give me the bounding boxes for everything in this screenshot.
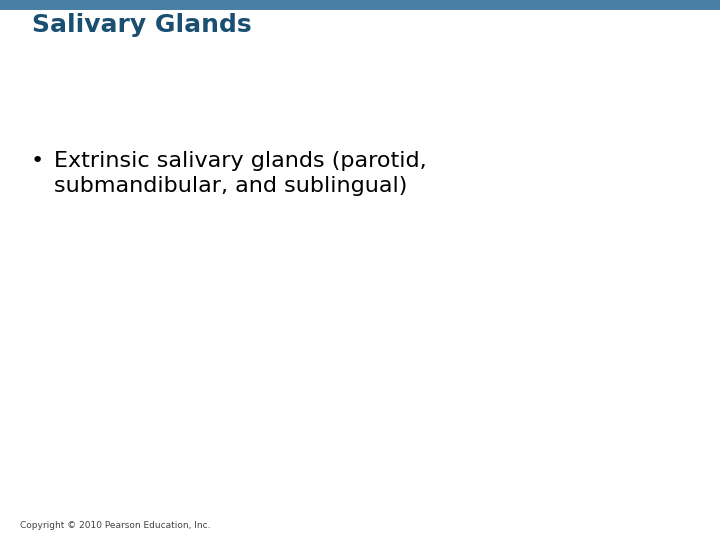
Text: Copyright © 2010 Pearson Education, Inc.: Copyright © 2010 Pearson Education, Inc. bbox=[20, 521, 211, 530]
Text: •: • bbox=[30, 151, 43, 171]
Text: Salivary Glands: Salivary Glands bbox=[32, 13, 252, 37]
Text: Extrinsic salivary glands (parotid,
submandibular, and sublingual): Extrinsic salivary glands (parotid, subm… bbox=[54, 151, 427, 196]
FancyBboxPatch shape bbox=[0, 0, 720, 10]
